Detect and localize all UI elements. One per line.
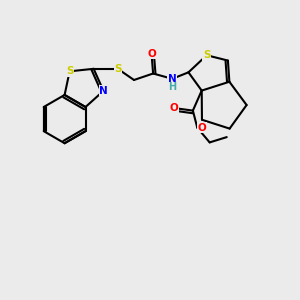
Text: O: O [198,123,207,133]
Text: N: N [168,74,177,84]
Text: O: O [147,49,156,59]
Text: S: S [114,64,122,74]
Text: S: S [66,66,74,76]
Text: H: H [168,82,176,92]
Text: O: O [170,103,179,113]
Text: S: S [203,50,211,60]
Text: N: N [99,86,108,96]
